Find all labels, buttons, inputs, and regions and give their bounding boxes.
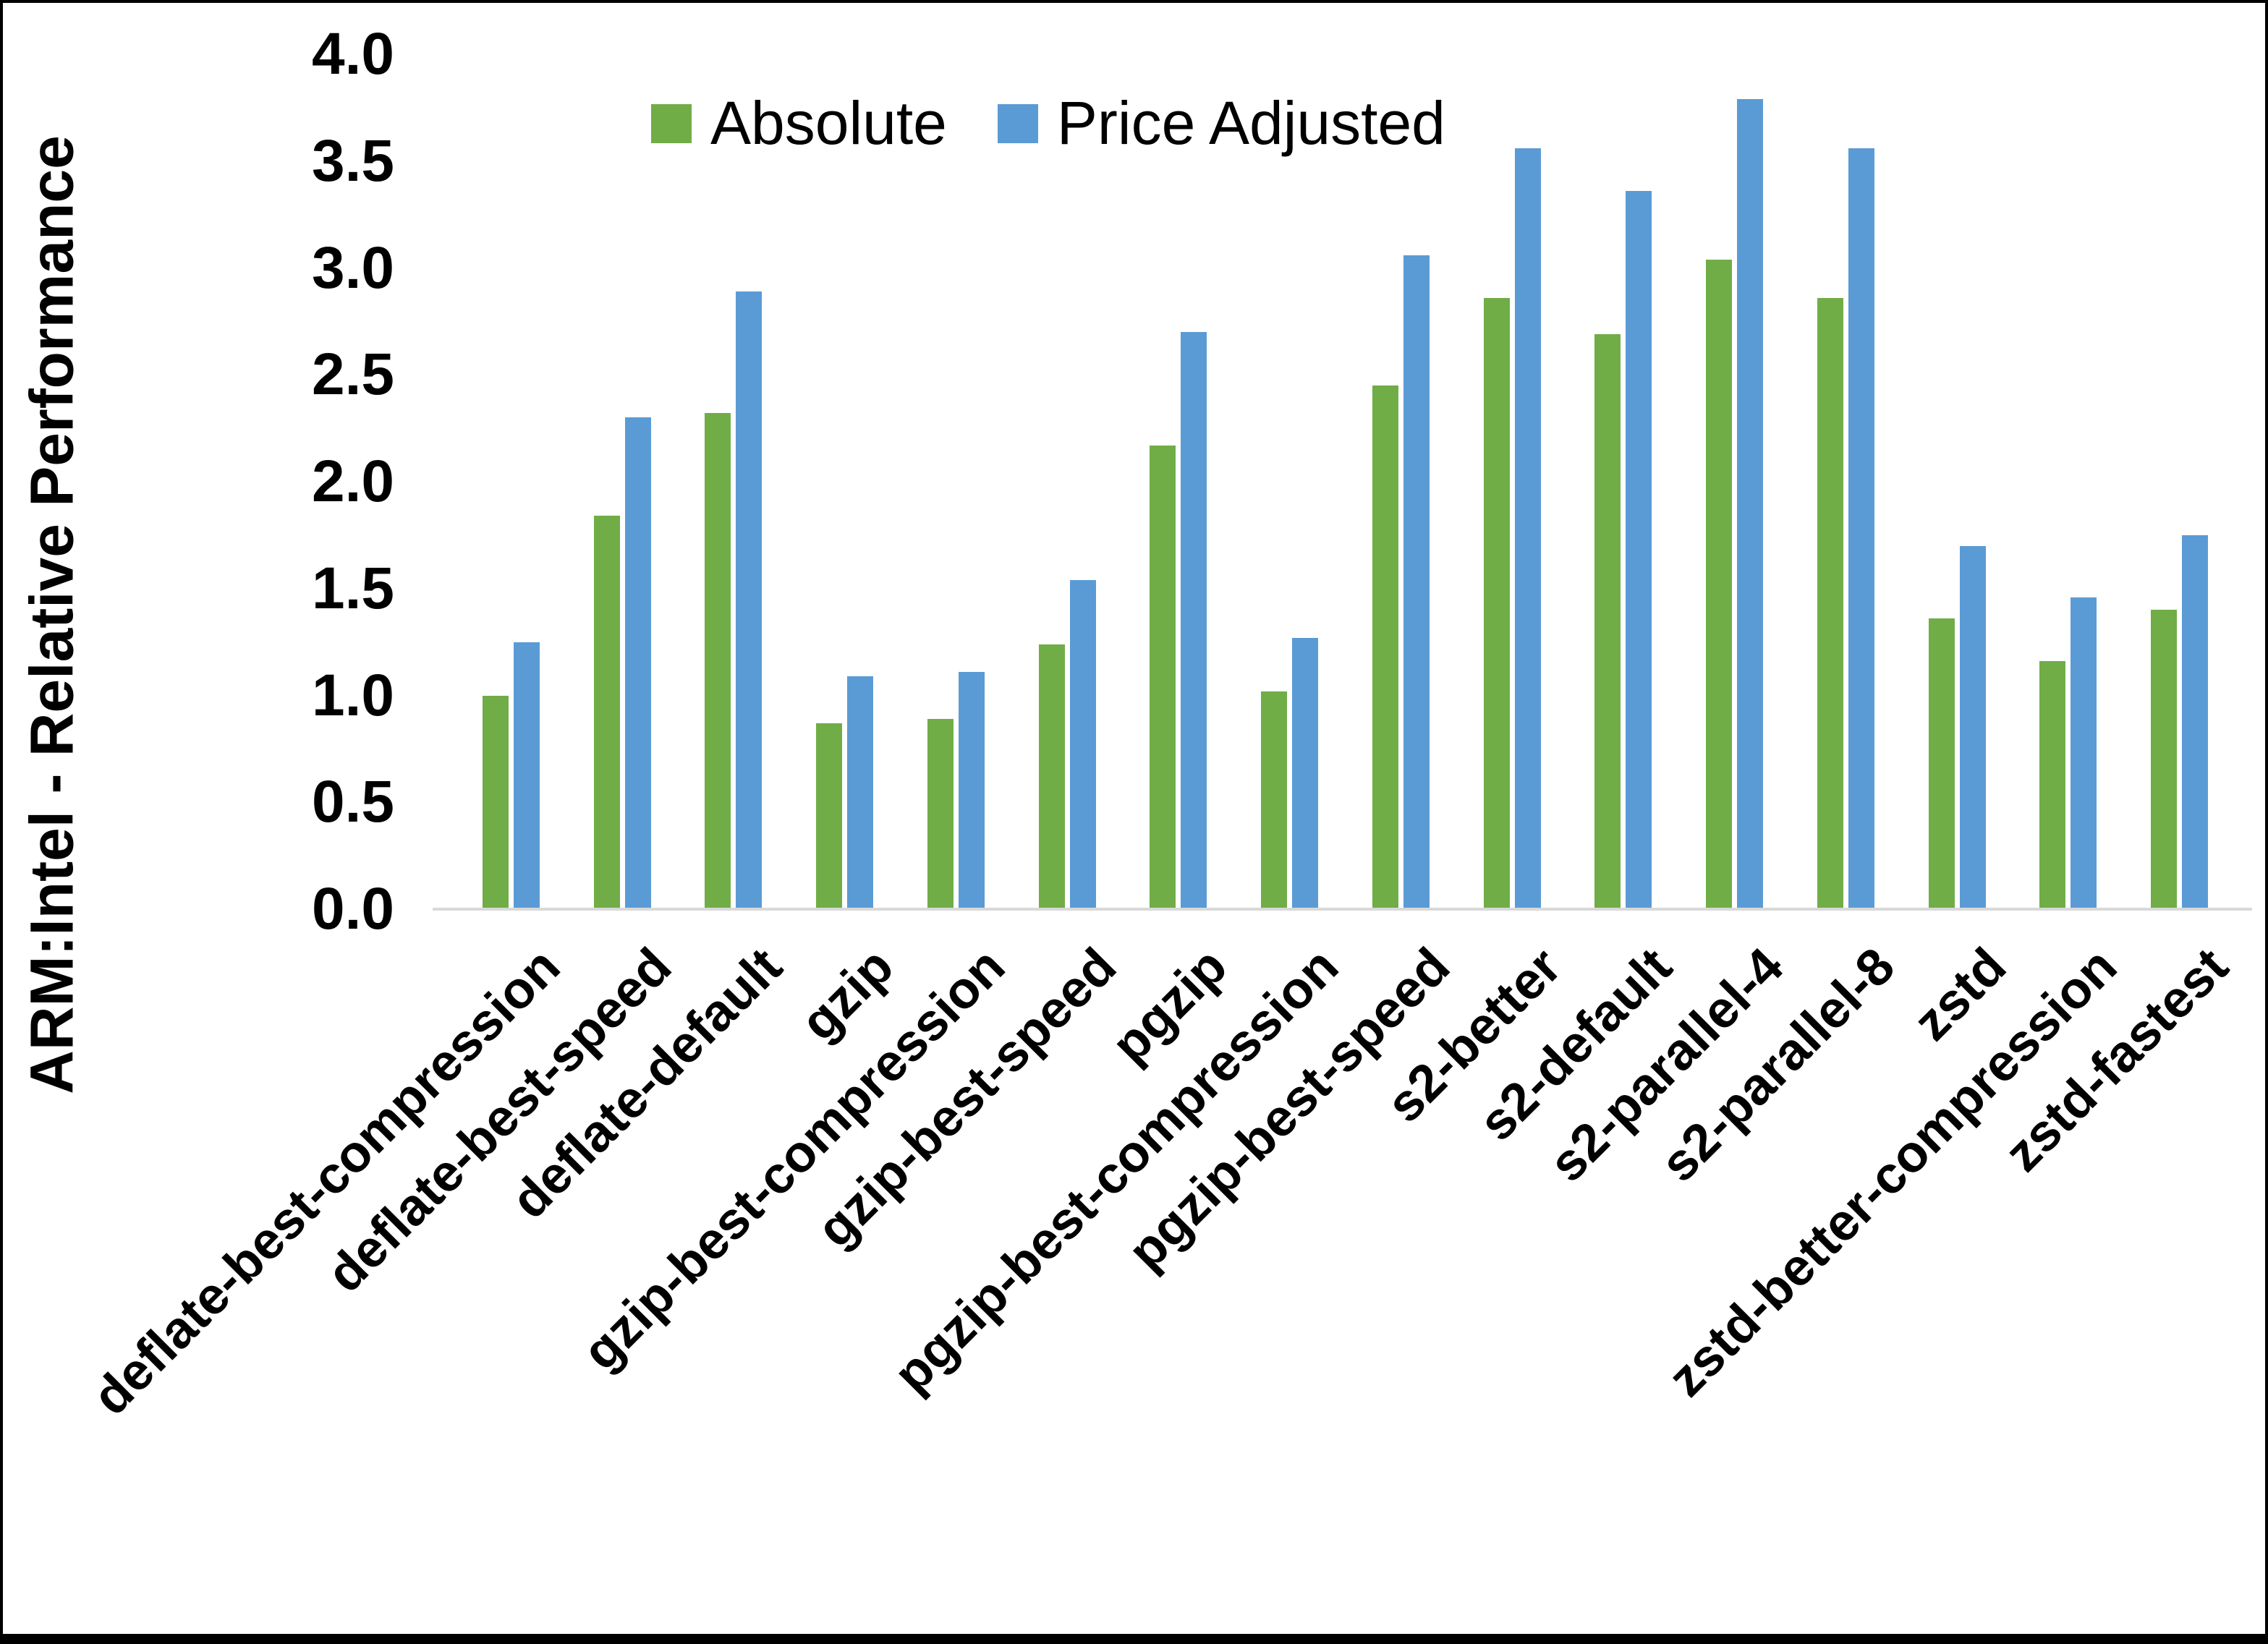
bar-absolute-pgzip-best-compression — [1261, 691, 1288, 909]
bar-price-adjusted-s2-parallel-8 — [1848, 148, 1874, 909]
legend-item-absolute: Absolute — [651, 88, 947, 158]
bar-absolute-deflate-default — [705, 413, 731, 909]
y-tick-label-2.0: 2.0 — [312, 448, 394, 514]
y-tick-label-1.5: 1.5 — [312, 555, 394, 621]
y-tick-label-4.0: 4.0 — [312, 21, 394, 87]
y-tick-label-2.5: 2.5 — [312, 341, 394, 408]
bar-price-adjusted-pgzip-best-speed — [1403, 255, 1430, 909]
x-axis-line — [433, 908, 2252, 911]
bar-price-adjusted-pgzip-best-compression — [1292, 637, 1319, 909]
bar-absolute-deflate-best-speed — [593, 516, 620, 909]
bar-absolute-gzip-best-speed — [1038, 644, 1065, 909]
bar-price-adjusted-zstd-fastest — [2182, 534, 2209, 909]
bar-price-adjusted-s2-better — [1514, 148, 1541, 909]
y-tick-label-3.0: 3.0 — [312, 234, 394, 301]
bar-absolute-deflate-best-compression — [482, 695, 509, 909]
y-axis-title: ARM:Intel - Relative Performance — [17, 135, 86, 1094]
bar-absolute-pgzip — [1150, 445, 1176, 909]
bar-price-adjusted-pgzip — [1181, 332, 1207, 909]
bar-price-adjusted-deflate-default — [736, 291, 763, 909]
legend-label-absolute: Absolute — [710, 89, 947, 157]
bar-price-adjusted-s2-parallel-4 — [1737, 99, 1764, 909]
y-tick-label-3.5: 3.5 — [312, 127, 394, 194]
legend-swatch-price-adjusted-icon — [997, 103, 1038, 143]
x-axis-label-deflate-best-compression: deflate-best-compression — [82, 937, 572, 1426]
bar-absolute-s2-parallel-8 — [1817, 297, 1843, 909]
legend-label-price-adjusted: Price Adjusted — [1056, 89, 1445, 157]
y-tick-label-0.5: 0.5 — [312, 769, 394, 835]
bar-price-adjusted-deflate-best-speed — [624, 417, 651, 909]
bar-absolute-pgzip-best-speed — [1372, 386, 1398, 909]
legend-item-price-adjusted: Price Adjusted — [997, 88, 1445, 158]
y-tick-label-1.0: 1.0 — [312, 662, 394, 728]
y-tick-label-0.0: 0.0 — [312, 876, 394, 942]
bar-absolute-gzip-best-compression — [927, 719, 954, 909]
bar-price-adjusted-s2-default — [1626, 191, 1652, 909]
bar-price-adjusted-gzip — [847, 676, 874, 909]
bar-absolute-gzip — [816, 723, 843, 909]
bar-absolute-s2-better — [1483, 297, 1510, 909]
bar-price-adjusted-gzip-best-speed — [1069, 579, 1096, 909]
legend: Absolute Price Adjusted — [651, 88, 1445, 158]
bar-absolute-zstd-better-compression — [2039, 661, 2066, 909]
bar-absolute-s2-parallel-4 — [1706, 259, 1733, 909]
bar-price-adjusted-gzip-best-compression — [958, 671, 985, 909]
bar-absolute-zstd — [1928, 618, 1955, 909]
legend-swatch-absolute-icon — [651, 103, 692, 143]
bar-absolute-zstd-fastest — [2151, 610, 2178, 909]
bar-absolute-s2-default — [1594, 334, 1621, 909]
bar-price-adjusted-zstd — [1959, 545, 1986, 909]
bar-price-adjusted-deflate-best-compression — [513, 642, 540, 909]
bar-price-adjusted-zstd-better-compression — [2070, 597, 2097, 909]
